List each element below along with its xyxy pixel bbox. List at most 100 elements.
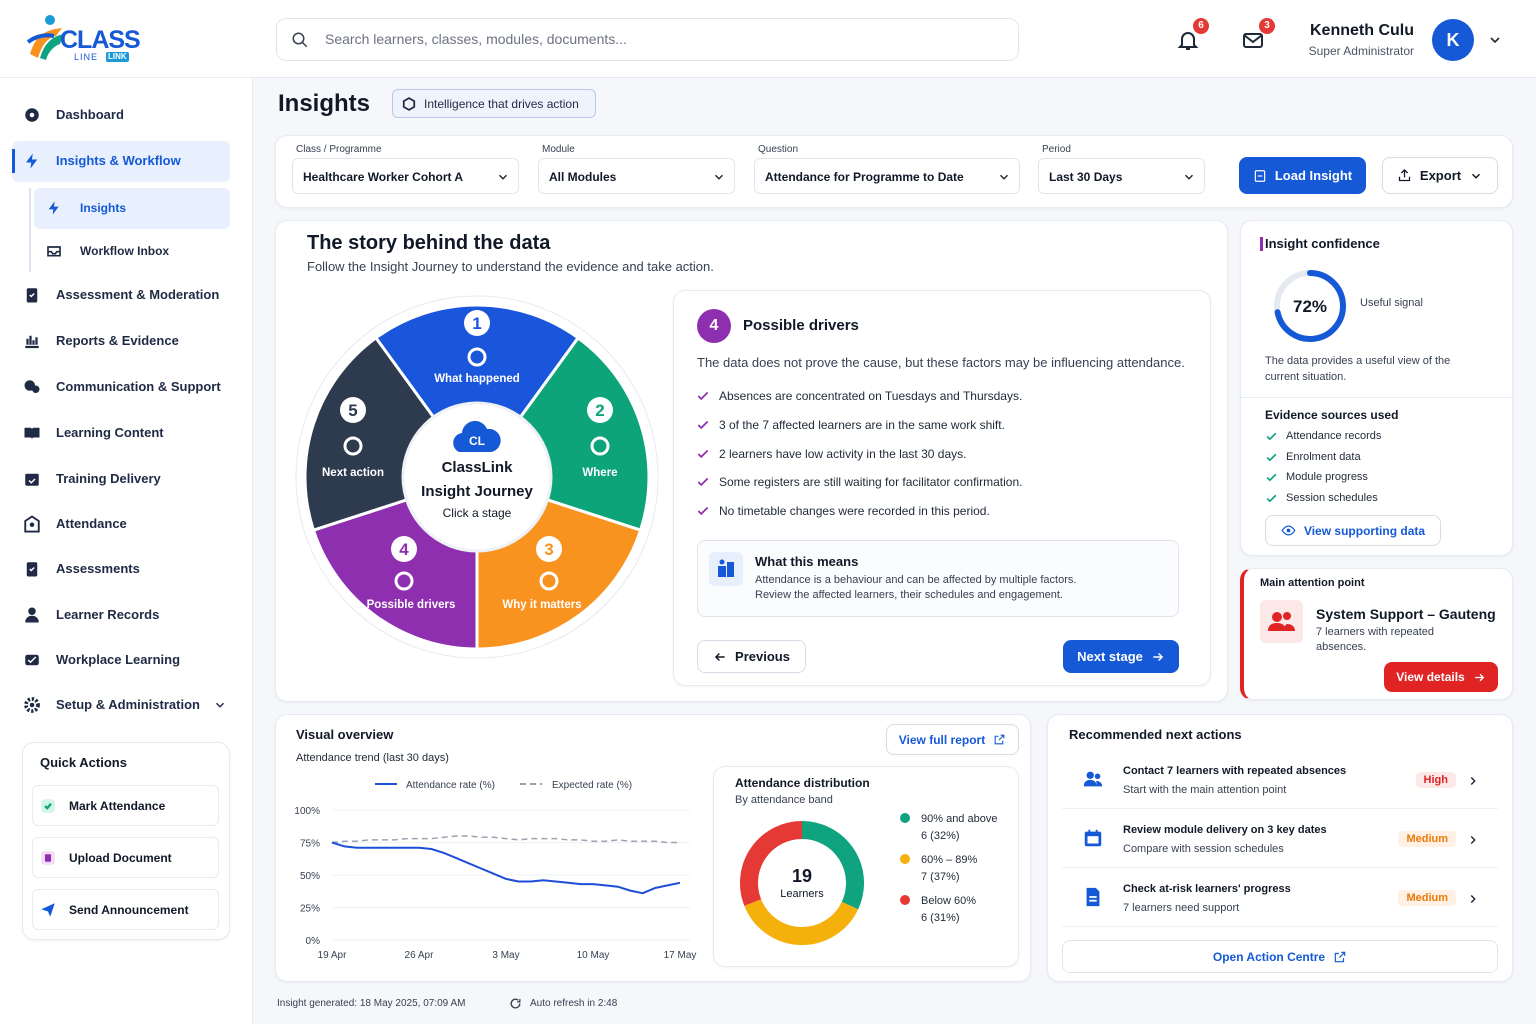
wheel-stage[interactable]: 1 What happened bbox=[373, 303, 581, 480]
icon-shape bbox=[1088, 829, 1098, 834]
icon-shape bbox=[1089, 896, 1097, 902]
load-insight-button[interactable]: Load Insight bbox=[1239, 157, 1366, 194]
driver-item: Some registers are still waiting for fac… bbox=[719, 475, 1023, 490]
value-label: 6 (31%) bbox=[921, 912, 960, 924]
stage-number-bg bbox=[464, 310, 490, 336]
icon-shape bbox=[510, 998, 521, 1009]
series-line bbox=[331, 835, 680, 844]
button-label: View full report bbox=[898, 732, 986, 747]
icon-shape bbox=[1087, 836, 1099, 844]
filter-label: Module bbox=[542, 144, 575, 155]
icon-shape bbox=[697, 449, 709, 458]
icon-shape bbox=[27, 656, 37, 664]
driver-item: Absences are concentrated on Tuesdays an… bbox=[719, 389, 1023, 403]
nav-item[interactable]: Attendance bbox=[56, 516, 127, 531]
nav-active-bar bbox=[12, 149, 15, 173]
icon-shape bbox=[1153, 652, 1163, 661]
messages-icon[interactable] bbox=[1241, 28, 1265, 52]
export-button[interactable]: Export bbox=[1382, 157, 1498, 194]
meaning-icon bbox=[709, 552, 743, 586]
nav-icon bbox=[25, 654, 39, 666]
nav-item[interactable]: Learning Content bbox=[56, 425, 164, 440]
center-title: Insight Journey bbox=[421, 483, 533, 500]
nav-item[interactable]: Learner Records bbox=[56, 607, 160, 622]
icon-shape bbox=[44, 803, 52, 810]
icon-shape bbox=[26, 33, 55, 44]
nav-item[interactable]: Assessments bbox=[56, 561, 140, 576]
icon-shape bbox=[29, 566, 35, 572]
icon-shape bbox=[1281, 525, 1296, 536]
open-action-centre-button[interactable]: Open Action Centre bbox=[1062, 940, 1498, 973]
action-title: Review module delivery on 3 key dates bbox=[1123, 824, 1327, 836]
icon-shape bbox=[45, 854, 51, 862]
nav-item[interactable]: Insights & Workflow bbox=[56, 153, 181, 168]
user-name: Kenneth Culu bbox=[1310, 22, 1414, 39]
filter-value: Healthcare Worker Cohort A bbox=[303, 170, 464, 184]
subnav-item[interactable]: Insights bbox=[80, 201, 127, 215]
quick-action-button[interactable]: Send Announcement bbox=[32, 889, 219, 930]
icon-shape bbox=[29, 112, 35, 118]
stage-number-bg bbox=[536, 536, 562, 562]
gauge-value: 72% bbox=[1293, 297, 1327, 316]
evidence-check bbox=[1266, 432, 1277, 441]
filter-select[interactable]: Healthcare Worker Cohort A bbox=[292, 158, 519, 194]
view-full-report-button[interactable]: View full report bbox=[886, 724, 1019, 755]
nav-item[interactable]: Assessment & Moderation bbox=[56, 287, 220, 302]
stage-label: Possible drivers bbox=[367, 599, 456, 611]
stage-intro: The data does not prove the cause, but t… bbox=[697, 355, 1185, 370]
quick-action-button[interactable]: Upload Document bbox=[32, 837, 219, 878]
search-placeholder: Search learners, classes, modules, docum… bbox=[325, 31, 627, 47]
icon-shape bbox=[25, 473, 39, 486]
center-hint: Click a stage bbox=[443, 506, 512, 520]
notifications-icon[interactable] bbox=[1176, 28, 1200, 52]
generated-note: Insight generated: 18 May 2025, 07:09 AM bbox=[277, 998, 466, 1009]
gauge-arc bbox=[1274, 270, 1346, 342]
action-row[interactable]: Check at-risk learners' progress 7 learne… bbox=[1062, 870, 1498, 927]
logo[interactable]: CLASS LINE LINK bbox=[26, 12, 141, 64]
filter-value: Last 30 Days bbox=[1049, 170, 1123, 184]
nav-item[interactable]: Training Delivery bbox=[56, 471, 161, 486]
filter-select[interactable]: All Modules bbox=[538, 158, 735, 194]
action-subtitle: Compare with session schedules bbox=[1123, 843, 1284, 855]
icon-shape bbox=[1472, 173, 1481, 179]
icon-shape bbox=[24, 697, 40, 713]
nav-item[interactable]: Reports & Evidence bbox=[56, 333, 179, 348]
quick-action-button[interactable]: Mark Attendance bbox=[32, 785, 219, 826]
icon-shape bbox=[1184, 174, 1194, 180]
confidence-title: Insight confidence bbox=[1265, 236, 1380, 251]
nav-item[interactable]: Setup & Administration bbox=[56, 697, 200, 712]
driver-item: 2 learners have low activity in the last… bbox=[719, 446, 967, 461]
action-row[interactable]: Review module delivery on 3 key dates Com… bbox=[1062, 811, 1498, 868]
user-menu-chevron[interactable] bbox=[1487, 32, 1503, 48]
stage-number: 4 bbox=[399, 540, 409, 559]
subnav-rail bbox=[29, 188, 31, 272]
filter-label: Period bbox=[1042, 144, 1071, 155]
icon-shape bbox=[25, 615, 39, 623]
view-details-button[interactable]: View details bbox=[1384, 662, 1498, 692]
action-row[interactable]: Contact 7 learners with repeated absence… bbox=[1062, 752, 1498, 809]
nav-item[interactable]: Workplace Learning bbox=[56, 652, 181, 667]
filter-select[interactable]: Last 30 Days bbox=[1038, 158, 1205, 194]
search-box[interactable]: Search learners, classes, modules, docum… bbox=[276, 18, 1019, 61]
previous-button[interactable]: Previous bbox=[697, 640, 806, 673]
next-stage-button[interactable]: Next stage bbox=[1063, 640, 1179, 673]
nav-icon bbox=[24, 380, 40, 393]
icon-shape bbox=[718, 566, 726, 577]
donut-segment bbox=[801, 821, 864, 910]
priority-chip: High bbox=[1415, 772, 1456, 788]
nav-item[interactable]: Dashboard bbox=[56, 107, 124, 122]
supporting-data-button[interactable]: View supporting data bbox=[1265, 515, 1441, 546]
icon-shape bbox=[1490, 37, 1500, 44]
icon-shape bbox=[1398, 168, 1411, 182]
user-avatar[interactable]: K bbox=[1432, 19, 1474, 61]
nav-icon bbox=[25, 335, 39, 349]
nav-active-bg bbox=[12, 141, 230, 182]
nav-item[interactable]: Communication & Support bbox=[56, 379, 221, 394]
attention-description: 7 learners with repeated absences. bbox=[1316, 626, 1435, 653]
subnav-item[interactable]: Workflow Inbox bbox=[80, 244, 170, 258]
evidence-check bbox=[1266, 494, 1277, 503]
icon-shape bbox=[1266, 432, 1277, 441]
stage-title: Possible drivers bbox=[743, 317, 859, 334]
filter-select[interactable]: Attendance for Programme to Date bbox=[754, 158, 1020, 194]
